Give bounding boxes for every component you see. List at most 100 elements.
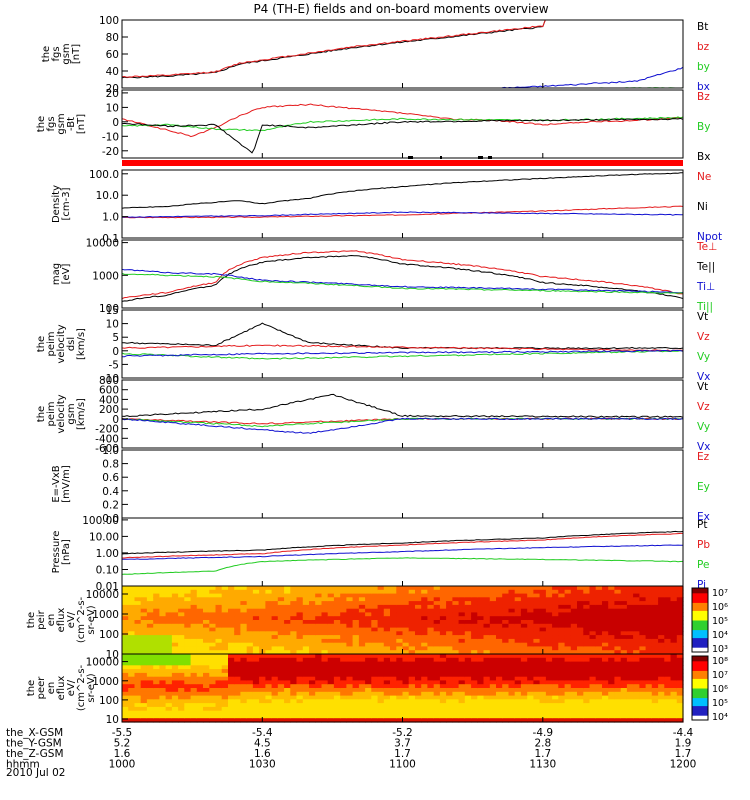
heatmap-cell bbox=[477, 654, 485, 659]
heatmap-cell bbox=[159, 631, 167, 636]
heatmap-cell bbox=[620, 718, 628, 723]
heatmap-cell bbox=[408, 691, 416, 697]
heatmap-cell bbox=[439, 654, 447, 659]
heatmap-cell bbox=[153, 684, 160, 689]
heatmap-cell bbox=[302, 589, 310, 595]
heatmap-cell bbox=[190, 638, 198, 644]
heatmap-cell bbox=[408, 646, 416, 651]
heatmap-cell bbox=[583, 631, 591, 636]
heatmap-cell bbox=[240, 699, 248, 704]
heatmap-cell bbox=[639, 714, 647, 719]
heatmap-cell bbox=[651, 601, 659, 606]
legend-entry: Ex bbox=[697, 511, 710, 523]
heatmap-cell bbox=[589, 714, 597, 719]
heatmap-cell bbox=[583, 642, 591, 648]
heatmap-cell bbox=[552, 688, 559, 693]
heatmap-cell bbox=[171, 642, 179, 648]
heatmap-cell bbox=[626, 604, 634, 610]
heatmap-cell bbox=[309, 642, 316, 648]
heatmap-cell bbox=[215, 620, 223, 625]
heatmap-cell bbox=[452, 604, 460, 610]
heatmap-cell bbox=[234, 589, 241, 595]
heatmap-cell bbox=[577, 620, 584, 625]
heatmap-cell bbox=[446, 688, 453, 693]
heatmap-cell bbox=[446, 635, 453, 640]
heatmap-cell bbox=[664, 586, 672, 591]
heatmap-cell bbox=[333, 646, 341, 651]
heatmap-cell bbox=[146, 684, 154, 689]
heatmap-cell bbox=[371, 616, 379, 621]
heatmap-cell bbox=[520, 676, 528, 682]
heatmap-cell bbox=[464, 669, 472, 674]
heatmap-cell bbox=[514, 665, 522, 670]
heatmap-cell bbox=[358, 635, 366, 640]
heatmap-cell bbox=[371, 657, 379, 663]
heatmap-cell bbox=[545, 699, 553, 704]
heatmap-cell bbox=[433, 620, 441, 625]
heatmap-cell bbox=[290, 601, 298, 606]
colorbar-segment bbox=[692, 634, 708, 637]
heatmap-cell bbox=[134, 616, 142, 621]
heatmap-cell bbox=[508, 631, 516, 636]
heatmap-cell bbox=[533, 623, 541, 629]
colorbar-segment bbox=[692, 589, 708, 592]
heatmap-cell bbox=[477, 688, 485, 693]
heatmap-cell bbox=[296, 623, 304, 629]
heatmap-cell bbox=[296, 589, 304, 595]
heatmap-cell bbox=[390, 684, 397, 689]
heatmap-cell bbox=[446, 612, 453, 617]
colorbar-segment bbox=[692, 605, 708, 608]
heatmap-cell bbox=[564, 646, 572, 651]
heatmap-cell bbox=[346, 684, 354, 689]
heatmap-cell bbox=[458, 638, 466, 644]
heatmap-cell bbox=[439, 608, 447, 614]
heatmap-cell bbox=[228, 650, 235, 655]
heatmap-cell bbox=[184, 680, 192, 685]
heatmap-cell bbox=[352, 593, 360, 598]
colorbar-segment bbox=[692, 656, 708, 659]
y-tick-label: 100.0 bbox=[89, 169, 119, 181]
heatmap-cell bbox=[508, 642, 516, 648]
heatmap-cell bbox=[246, 601, 254, 606]
heatmap-cell bbox=[271, 703, 279, 708]
heatmap-cell bbox=[427, 620, 435, 625]
heatmap-cell bbox=[570, 631, 578, 636]
colorbar-segment bbox=[692, 667, 708, 670]
heatmap-cell bbox=[178, 699, 185, 704]
heatmap-cell bbox=[159, 672, 167, 678]
heatmap-cell bbox=[215, 710, 223, 716]
data-gap-mark bbox=[488, 156, 492, 159]
heatmap-cell bbox=[514, 695, 522, 700]
heatmap-cell bbox=[496, 646, 503, 651]
heatmap-cell bbox=[165, 627, 173, 632]
heatmap-cell bbox=[570, 646, 578, 651]
heatmap-cell bbox=[352, 665, 360, 670]
heatmap-cell bbox=[421, 612, 428, 617]
heatmap-cell bbox=[265, 706, 273, 712]
heatmap-cell bbox=[271, 608, 279, 614]
heatmap-cell bbox=[446, 669, 453, 674]
heatmap-cell bbox=[277, 620, 285, 625]
heatmap-cell bbox=[277, 654, 285, 659]
heatmap-cell bbox=[277, 691, 285, 697]
y-tick-label: 1.0 bbox=[102, 445, 119, 457]
heatmap-cell bbox=[477, 699, 485, 704]
heatmap-cell bbox=[608, 646, 615, 651]
heatmap-cell bbox=[396, 635, 404, 640]
heatmap-cell bbox=[196, 676, 204, 682]
colorbar-segment bbox=[692, 608, 708, 611]
heatmap-cell bbox=[614, 612, 622, 617]
heatmap-cell bbox=[595, 669, 603, 674]
heatmap-cell bbox=[496, 631, 503, 636]
heatmap-cell bbox=[140, 650, 148, 655]
heatmap-cell bbox=[620, 676, 628, 682]
y-axis-label-line: peir bbox=[36, 609, 47, 629]
heatmap-cell bbox=[626, 631, 634, 636]
y-axis-label: Pressure [nPa] bbox=[51, 531, 72, 574]
heatmap-cell bbox=[589, 669, 597, 674]
heatmap-cell bbox=[327, 593, 335, 598]
heatmap-cell bbox=[633, 642, 640, 648]
heatmap-cell bbox=[315, 706, 322, 712]
heatmap-cell bbox=[651, 718, 659, 723]
